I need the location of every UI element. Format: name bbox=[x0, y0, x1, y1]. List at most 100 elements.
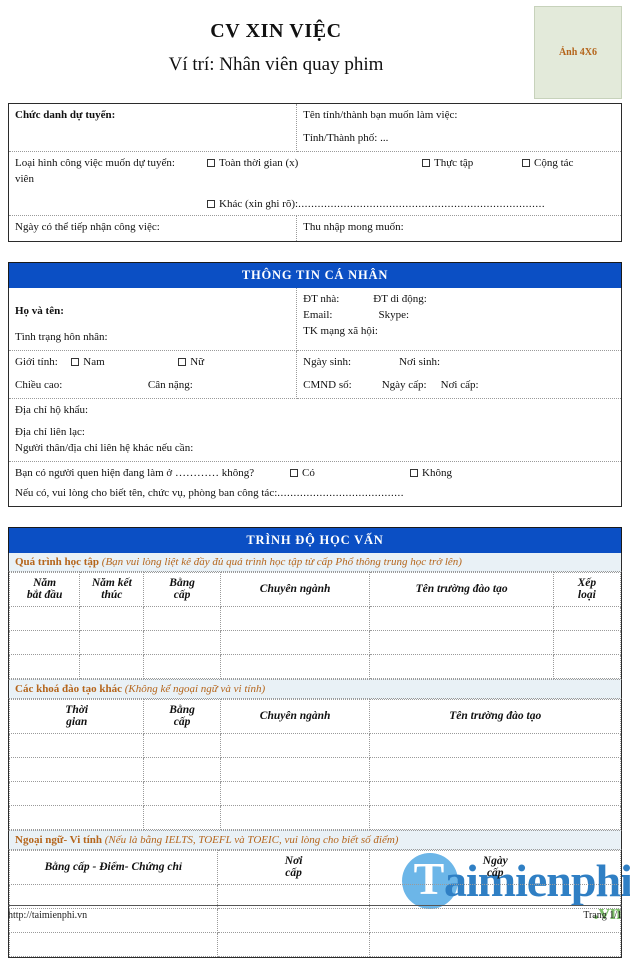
table-cell[interactable] bbox=[369, 804, 621, 830]
cell-birth-id[interactable]: Ngày sinh: Nơi sinh: CMND số: Ngày cấp: Nơi… bbox=[296, 350, 621, 399]
cell-job-type[interactable]: Loại hình công việc muốn dự tuyển: viên … bbox=[9, 150, 621, 216]
cell-addresses[interactable]: Địa chỉ hộ khẩu: Địa chỉ liên lạc: Người… bbox=[9, 397, 621, 462]
table-cell[interactable] bbox=[143, 629, 221, 655]
subsection-school-history: Quá trình học tập (Bạn vui lòng liệt kê … bbox=[8, 552, 622, 572]
column-header: Ngày cấp bbox=[369, 849, 621, 885]
email-label: Email: bbox=[303, 309, 333, 322]
table-cell[interactable] bbox=[143, 605, 221, 631]
table-cell[interactable] bbox=[79, 653, 145, 679]
cell-name-marital[interactable]: Họ và tên: Tình trạng hôn nhân: bbox=[9, 288, 298, 352]
table-cell[interactable] bbox=[552, 605, 622, 631]
other-sub-italic: (Không kể ngoại ngữ và vi tính) bbox=[124, 682, 266, 695]
table-cell[interactable] bbox=[369, 780, 621, 806]
checkbox-icon[interactable] bbox=[410, 468, 418, 477]
table-cell[interactable] bbox=[143, 653, 221, 679]
table-cell[interactable] bbox=[8, 780, 145, 806]
lang-sub-bold: Ngoại ngữ- Vi tính bbox=[15, 833, 105, 846]
checkbox-icon[interactable] bbox=[71, 358, 80, 367]
checkbox-acq-yes[interactable]: Có bbox=[290, 466, 410, 482]
cell-contact[interactable]: ĐT nhà: ĐT di động: Email: Skype: TK mạng … bbox=[296, 288, 621, 352]
column-header: Năm bắt đầu bbox=[8, 571, 81, 607]
table-cell[interactable] bbox=[369, 629, 554, 655]
school-sub-italic: (Bạn vui lòng liệt kê đầy đủ quá trình h… bbox=[101, 555, 462, 568]
table-header-row: Năm bắt đầu Năm kết thúc Bằng cấp Chuyên ngàn… bbox=[8, 571, 622, 607]
table-cell[interactable] bbox=[143, 780, 221, 806]
checkbox-icon[interactable] bbox=[207, 158, 215, 167]
school-sub-bold: Quá trình học tập bbox=[15, 555, 102, 568]
checkbox-icon[interactable] bbox=[178, 358, 187, 367]
table-cell[interactable] bbox=[9, 931, 218, 957]
acquaintance-row: Bạn có người quen hiện đang làm ở ………… k… bbox=[15, 466, 615, 482]
table-cell[interactable] bbox=[369, 756, 621, 782]
table-cell[interactable] bbox=[143, 732, 221, 758]
acquaintance-detail-label: Nếu có, vui lòng cho biết tên, chức vụ, … bbox=[15, 486, 278, 499]
table-cell[interactable] bbox=[79, 605, 145, 631]
checkbox-icon[interactable] bbox=[522, 158, 530, 167]
mobile-label: ĐT di động: bbox=[373, 293, 427, 306]
checkbox-acq-no[interactable]: Không bbox=[410, 466, 452, 482]
table-cell[interactable] bbox=[552, 629, 622, 655]
table-cell[interactable] bbox=[552, 653, 622, 679]
table-cell[interactable] bbox=[369, 653, 554, 679]
footer-url[interactable]: http://taimienphi.vn bbox=[8, 910, 88, 921]
cell-start-date[interactable]: Ngày có thể tiếp nhận công việc: bbox=[9, 214, 298, 242]
checkbox-intern[interactable]: Thực tập bbox=[422, 156, 522, 172]
checkbox-fulltime[interactable]: Toàn thời gian (x) bbox=[207, 156, 422, 172]
checkbox-intern-label: Thực tập bbox=[434, 156, 474, 169]
table-row bbox=[8, 756, 621, 782]
checkbox-other-label: Khác (xin ghi rõ): bbox=[219, 197, 299, 210]
checkbox-collaborator[interactable]: Cộng tác bbox=[522, 156, 573, 172]
table-cell[interactable] bbox=[143, 804, 221, 830]
checkbox-other[interactable]: Khác (xin ghi rõ):......................… bbox=[207, 197, 615, 213]
checkbox-collaborator-label: Cộng tác bbox=[534, 156, 574, 169]
table-cell[interactable] bbox=[219, 732, 371, 758]
table-cell[interactable] bbox=[369, 732, 621, 758]
salary-label: Thu nhập mong muốn: bbox=[303, 220, 404, 233]
acq-yes-label: Có bbox=[302, 466, 315, 479]
table-cell[interactable] bbox=[369, 931, 621, 957]
table-cell[interactable] bbox=[79, 629, 145, 655]
table-cell[interactable] bbox=[8, 653, 81, 679]
column-header: Tên trường đào tạo bbox=[369, 571, 554, 607]
table-cell[interactable] bbox=[8, 804, 145, 830]
home-phone-label: ĐT nhà: bbox=[303, 293, 340, 306]
table-cell[interactable] bbox=[219, 629, 371, 655]
table-cell[interactable] bbox=[219, 756, 371, 782]
table-cell[interactable] bbox=[8, 732, 145, 758]
column-header: Tên trường đào tạo bbox=[369, 698, 621, 734]
table-cell[interactable] bbox=[219, 780, 371, 806]
table-cell[interactable] bbox=[8, 629, 81, 655]
table-cell[interactable] bbox=[219, 605, 371, 631]
table-cell[interactable] bbox=[219, 653, 371, 679]
table-cell[interactable] bbox=[8, 756, 145, 782]
table-cell[interactable] bbox=[219, 804, 371, 830]
table-header-row: Bằng cấp - Điểm- Chứng chỉ Nơi cấp Ngày cấp bbox=[9, 849, 621, 885]
table-row: Ngày có thể tiếp nhận công việc: Thu nhậ… bbox=[9, 214, 621, 242]
job-application-table: Chức danh dự tuyển: Tên tỉnh/thành bạn m… bbox=[8, 103, 622, 243]
column-header: Bằng cấp bbox=[143, 698, 221, 734]
cell-gender-body[interactable]: Giới tính: Nam Nữ Chiều cao: Cân nặng: bbox=[9, 350, 298, 399]
table-cell[interactable] bbox=[216, 883, 371, 909]
checkbox-icon[interactable] bbox=[207, 199, 215, 208]
contact-address-label: Địa chỉ liên lạc: bbox=[15, 425, 85, 438]
table-row: Họ và tên: Tình trạng hôn nhân: ĐT nhà: Đ… bbox=[9, 288, 621, 352]
table-row: Loại hình công việc muốn dự tuyển: viên … bbox=[9, 150, 621, 216]
table-cell[interactable] bbox=[143, 756, 221, 782]
checkbox-icon[interactable] bbox=[422, 158, 430, 167]
checkbox-icon[interactable] bbox=[290, 468, 298, 477]
table-cell[interactable] bbox=[369, 605, 554, 631]
subsection-language-it: Ngoại ngữ- Vi tính (Nếu là bằng IELTS, T… bbox=[8, 829, 622, 850]
acquaintance-detail-row[interactable]: Nếu có, vui lòng cho biết tên, chức vụ, … bbox=[15, 486, 615, 502]
cell-acquaintance[interactable]: Bạn có người quen hiện đang làm ở ………… k… bbox=[9, 460, 621, 506]
table-cell[interactable] bbox=[8, 605, 81, 631]
cell-province[interactable]: Tên tỉnh/thành bạn muốn làm việc: Tỉnh/T… bbox=[296, 104, 621, 152]
body-row: Chiều cao: Cân nặng: bbox=[15, 378, 290, 394]
cell-salary[interactable]: Thu nhập mong muốn: bbox=[296, 214, 621, 242]
page-title: CV XIN VIỆC bbox=[210, 20, 342, 42]
cell-position[interactable]: Chức danh dự tuyển: bbox=[9, 104, 298, 152]
acq-dots: ....................................... bbox=[277, 486, 405, 499]
table-cell[interactable] bbox=[216, 931, 371, 957]
gender-label: Giới tính: bbox=[15, 356, 58, 369]
gender-male-label: Nam bbox=[83, 356, 105, 369]
checkbox-fulltime-label: Toàn thời gian (x) bbox=[219, 156, 299, 169]
